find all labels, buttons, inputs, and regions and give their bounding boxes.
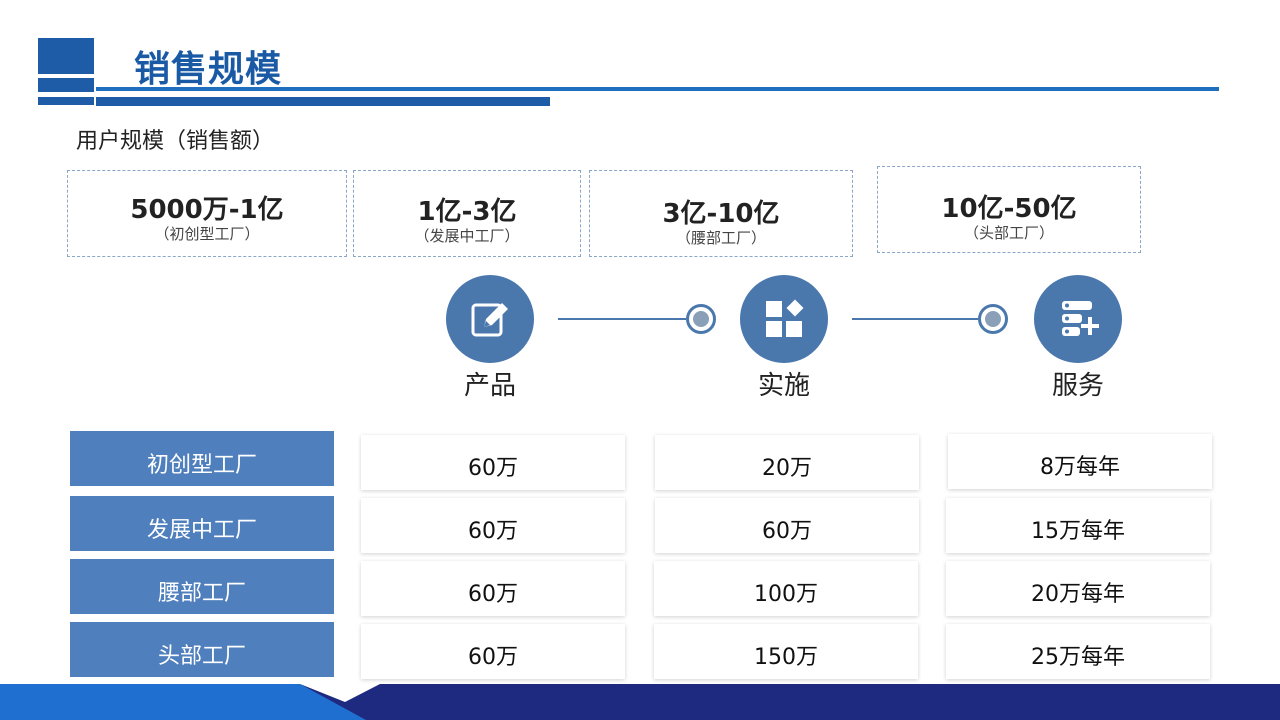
tier-range: 3亿-10亿 [662,199,780,229]
step-label-service: 服务 [1051,371,1104,401]
tier-box-startup: 5000万-1亿 （初创型工厂） [67,170,347,257]
price-cell-service: 15万每年 [946,498,1210,553]
price-cell-product: 60万 [361,435,625,490]
row-header-startup: 初创型工厂 [70,431,334,486]
tier-description: （初创型工厂） [154,225,260,243]
price-cell-implementation: 150万 [654,624,918,679]
logo-block-middle [38,78,94,92]
tier-box-midsize: 3亿-10亿 （腰部工厂） [589,170,853,257]
step-label-implementation: 实施 [757,371,810,401]
price-cell-product: 60万 [361,498,625,553]
edit-icon [471,303,508,337]
row-header-growing: 发展中工厂 [70,496,334,551]
price-cell-implementation: 20万 [655,435,919,490]
page-title: 销售规模 [134,49,283,90]
tier-range: 1亿-3亿 [417,197,517,227]
tier-range: 5000万-1亿 [130,195,284,225]
tier-range: 10亿-50亿 [941,194,1077,224]
step-node [978,304,1008,334]
step-connector [852,318,978,320]
price-cell-product: 60万 [361,624,625,679]
price-cell-service: 20万每年 [946,561,1210,616]
grid-icon [766,299,804,337]
tier-description: （腰部工厂） [675,229,766,247]
logo-block-bottom [38,97,94,105]
step-circle-implementation [740,275,828,363]
tier-box-growing: 1亿-3亿 （发展中工厂） [353,170,581,257]
footer-band [0,684,1280,720]
step-circle-service [1034,275,1122,363]
price-cell-service: 8万每年 [948,434,1212,489]
step-label-product: 产品 [463,371,516,401]
step-node [686,304,716,334]
price-cell-service: 25万每年 [946,624,1210,679]
server-add-icon [1062,301,1099,336]
tier-description: （发展中工厂） [414,227,520,245]
header-rule-thin [96,87,1219,91]
price-cell-product: 60万 [361,561,625,616]
header-rule-thick [96,97,550,106]
price-cell-implementation: 100万 [654,561,918,616]
tier-description: （头部工厂） [963,224,1054,242]
price-cell-implementation: 60万 [655,498,919,553]
row-header-midsize: 腰部工厂 [70,559,334,614]
step-connector [558,318,686,320]
row-header-leading: 头部工厂 [70,622,334,677]
tier-box-leading: 10亿-50亿 （头部工厂） [877,166,1141,253]
section-subtitle: 用户规模（销售额） [76,129,275,154]
step-circle-product [446,275,534,363]
logo-block-top [38,38,94,74]
